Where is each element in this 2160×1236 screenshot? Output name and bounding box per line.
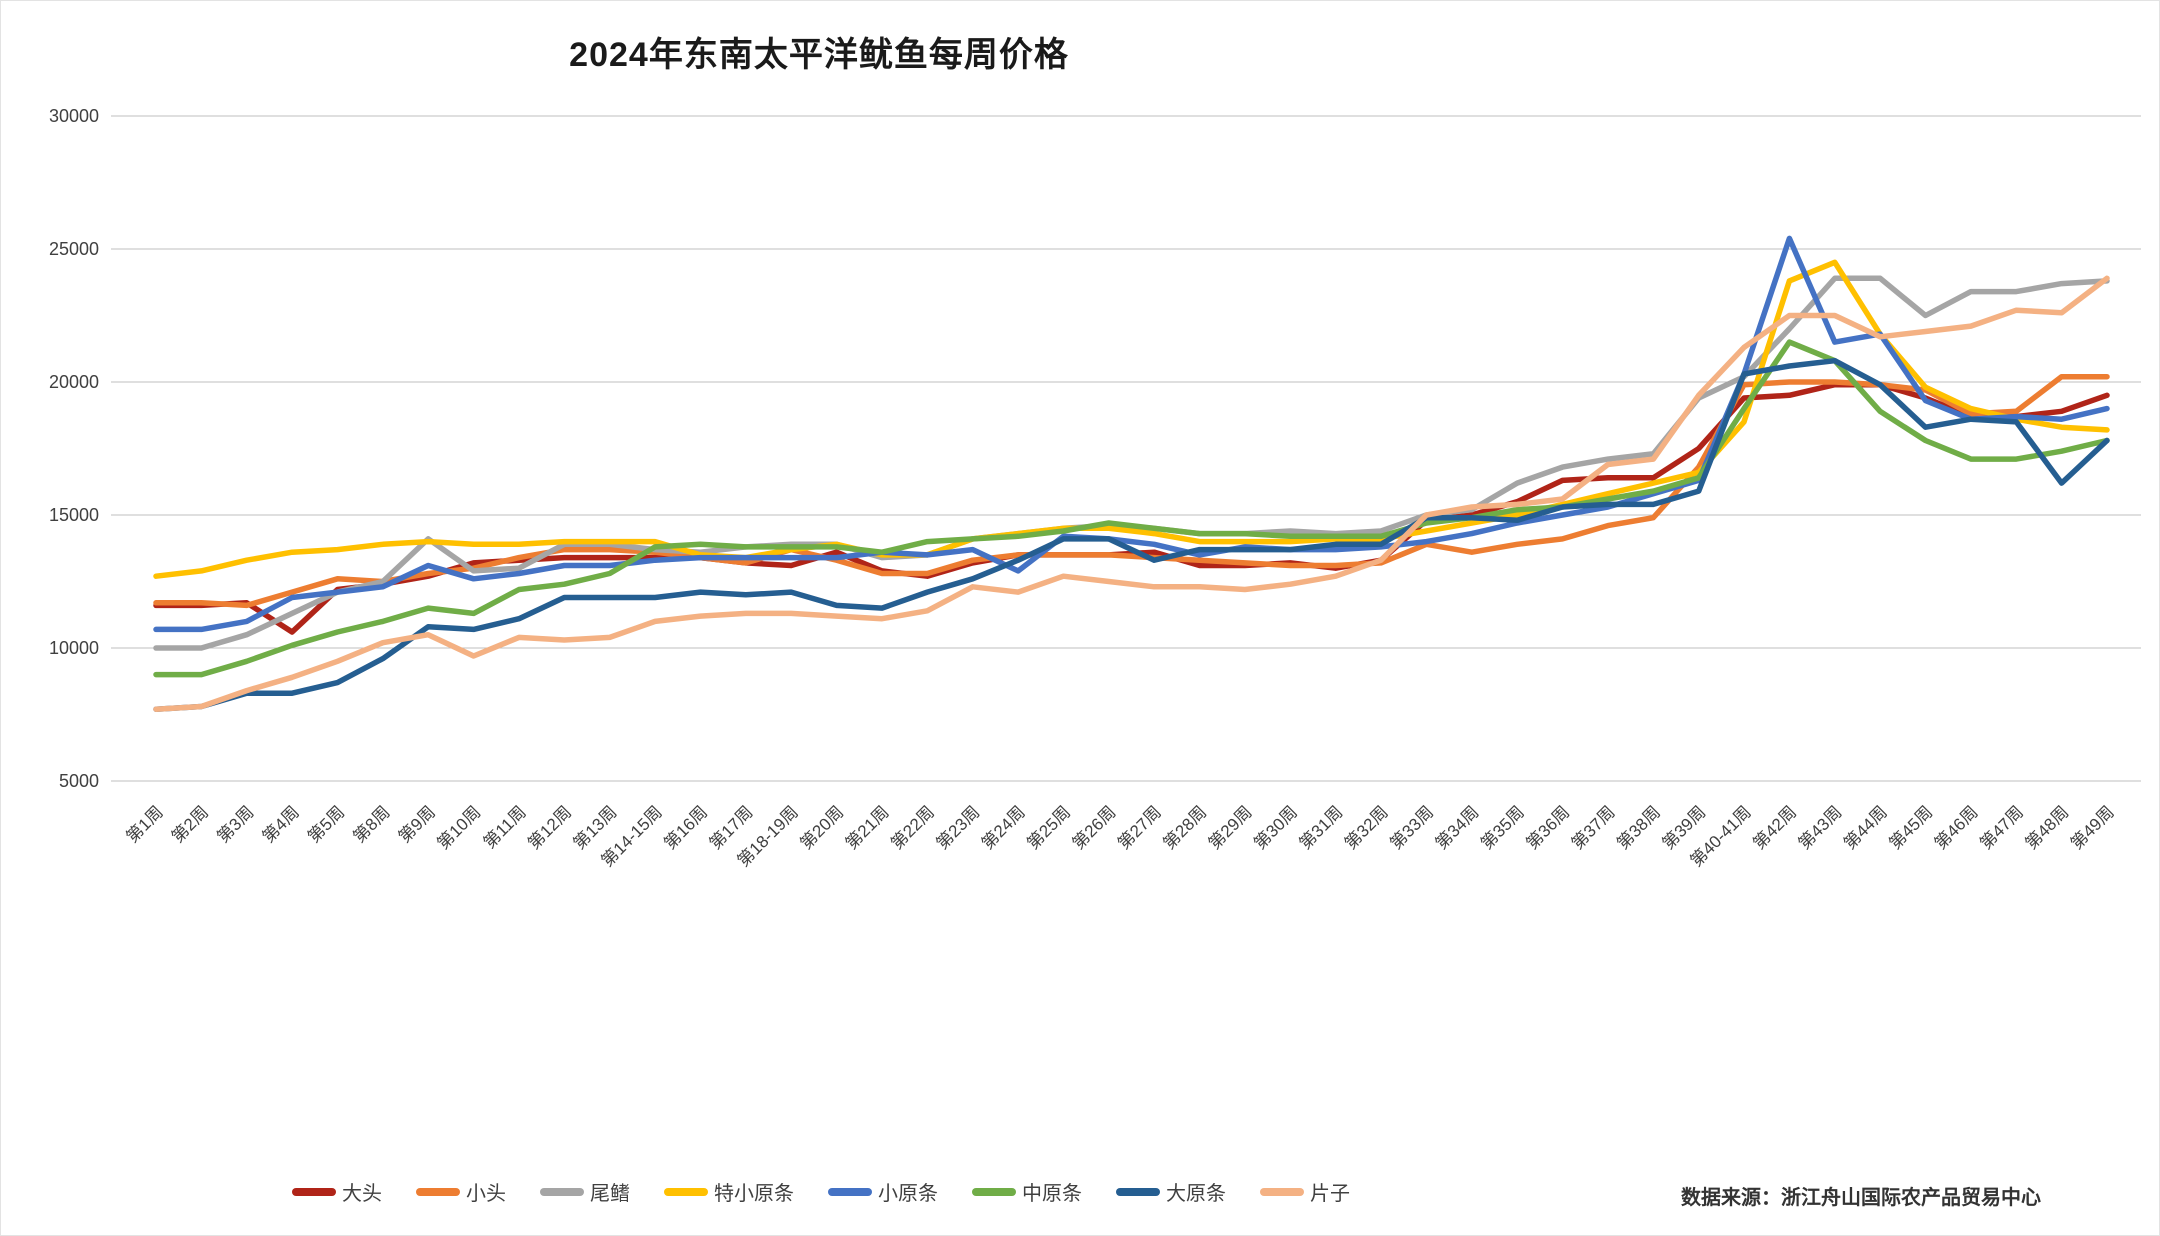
x-axis-tick-label: 第16周 [660, 802, 711, 853]
series-line-小头 [153, 373, 2110, 609]
y-axis-tick-label: 30000 [49, 106, 99, 126]
series-line-大原条 [153, 357, 2110, 712]
y-axis-tick-label: 10000 [49, 638, 99, 658]
legend-item-尾鳍: 尾鳍 [540, 1177, 630, 1206]
legend-swatch-icon [292, 1187, 336, 1196]
x-axis-tick-label: 第31周 [1296, 802, 1347, 853]
chart-title: 2024年东南太平洋鱿鱼每周价格 [569, 36, 1069, 74]
x-axis-tick-label: 第1周 [123, 802, 167, 846]
y-axis-tick-label: 20000 [49, 372, 99, 392]
legend-swatch-icon [828, 1187, 872, 1196]
x-axis-tick-label: 第24周 [978, 802, 1029, 853]
legend-item-大头: 大头 [292, 1177, 382, 1206]
legend-label: 大头 [342, 1183, 382, 1205]
x-axis-tick-label: 第29周 [1205, 802, 1256, 853]
x-axis-tick-label: 第26周 [1069, 802, 1120, 853]
x-axis-tick-label: 第49周 [2067, 802, 2118, 853]
legend-item-中原条: 中原条 [972, 1177, 1082, 1206]
series-line-中原条 [153, 339, 2110, 678]
y-axis-tick-label: 25000 [49, 239, 99, 259]
legend-label: 小头 [466, 1183, 506, 1205]
x-axis-tick-label: 第28周 [1160, 802, 1211, 853]
x-axis-tick-label: 第30周 [1250, 802, 1301, 853]
x-axis-tick-label: 第20周 [797, 802, 848, 853]
legend-swatch-icon [1116, 1187, 1160, 1196]
x-axis-tick-label: 第45周 [1885, 802, 1936, 853]
x-axis-tick-label: 第21周 [842, 802, 893, 853]
legend-swatch-icon [1260, 1187, 1304, 1196]
legend-label: 中原条 [1022, 1183, 1082, 1205]
legend-item-片子: 片子 [1260, 1177, 1350, 1206]
x-axis-tick-label: 第8周 [350, 802, 394, 846]
x-axis-tick-label: 第37周 [1568, 802, 1619, 853]
legend-swatch-icon [540, 1187, 584, 1196]
x-axis-tick-label: 第47周 [1976, 802, 2027, 853]
x-axis-tick-label: 第22周 [887, 802, 938, 853]
legend-item-小原条: 小原条 [828, 1177, 938, 1206]
y-axis-tick-label: 15000 [49, 505, 99, 525]
legend-item-小头: 小头 [416, 1177, 506, 1206]
legend-swatch-icon [664, 1187, 708, 1196]
x-axis-tick-label: 第11周 [480, 802, 530, 852]
series-line-尾鳍 [153, 275, 2110, 651]
x-axis-tick-label: 第35周 [1477, 802, 1528, 853]
x-axis-tick-label: 第48周 [2022, 802, 2073, 853]
y-axis-tick-label: 5000 [59, 771, 99, 791]
x-axis-tick-label: 第43周 [1795, 802, 1846, 853]
series-line-小原条 [153, 235, 2110, 633]
x-axis-tick-label: 第12周 [524, 802, 575, 853]
series-line-特小原条 [153, 259, 2110, 579]
x-axis-tick-label: 第33周 [1386, 802, 1437, 853]
legend-label: 片子 [1310, 1183, 1350, 1205]
legend-swatch-icon [972, 1187, 1016, 1196]
legend-label: 特小原条 [714, 1183, 794, 1205]
x-axis-tick-label: 第36周 [1523, 802, 1574, 853]
x-axis-tick-label: 第34周 [1432, 802, 1483, 853]
x-axis-tick-label: 第38周 [1613, 802, 1664, 853]
x-axis-tick-label: 第5周 [304, 802, 348, 846]
series-line-片子 [153, 275, 2110, 712]
legend-item-大原条: 大原条 [1116, 1177, 1226, 1206]
x-axis-tick-label: 第2周 [168, 802, 212, 846]
x-axis-tick-label: 第10周 [434, 802, 485, 853]
legend-label: 大原条 [1166, 1183, 1226, 1205]
x-axis-tick-label: 第23周 [933, 802, 984, 853]
legend-label: 小原条 [878, 1183, 938, 1205]
data-source-note: 数据来源：浙江舟山国际农产品贸易中心 [1681, 1187, 2041, 1209]
x-axis-tick-label: 第46周 [1931, 802, 1982, 853]
x-axis-tick-label: 第3周 [213, 802, 257, 846]
x-axis-tick-label: 第42周 [1749, 802, 1800, 853]
x-axis-tick-label: 第4周 [259, 802, 303, 846]
x-axis-tick-label: 第44周 [1840, 802, 1891, 853]
chart-legend: 大头 小头 尾鳍 特小原条 小原条 中原条 大原条 片子 [1, 1177, 1641, 1206]
x-axis-tick-label: 第27周 [1114, 802, 1165, 853]
series-line-大头 [153, 381, 2110, 635]
legend-swatch-icon [416, 1187, 460, 1196]
x-axis-tick-label: 第25周 [1023, 802, 1074, 853]
x-axis-tick-label: 第32周 [1341, 802, 1392, 853]
legend-item-特小原条: 特小原条 [664, 1177, 794, 1206]
legend-label: 尾鳍 [590, 1183, 630, 1205]
